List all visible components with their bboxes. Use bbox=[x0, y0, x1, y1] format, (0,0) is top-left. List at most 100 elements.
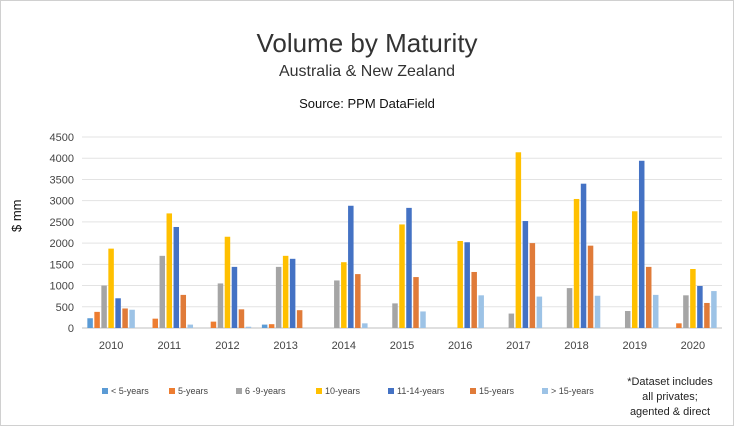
bar bbox=[676, 323, 682, 328]
legend-swatch bbox=[388, 388, 394, 394]
bar bbox=[122, 308, 128, 328]
y-tick-label: 500 bbox=[56, 302, 74, 314]
bar bbox=[275, 266, 282, 328]
bar bbox=[594, 295, 601, 328]
bar bbox=[690, 269, 696, 328]
legend-swatch bbox=[102, 388, 108, 394]
bar bbox=[420, 311, 426, 328]
bar bbox=[697, 285, 703, 328]
bar bbox=[217, 283, 224, 328]
legend-swatch bbox=[236, 388, 242, 394]
bar bbox=[261, 324, 268, 328]
bar bbox=[704, 302, 710, 328]
x-tick-label: 2011 bbox=[157, 340, 181, 352]
bar bbox=[210, 321, 217, 328]
footnote: *Dataset includes all privates; agented … bbox=[615, 375, 725, 420]
bar bbox=[152, 318, 159, 328]
legend-swatch bbox=[316, 388, 322, 394]
legend: < 5-years 5-years 6 -9-years 10-years 11-14-… bbox=[102, 386, 594, 396]
bar bbox=[508, 313, 515, 328]
y-tick-label: 3500 bbox=[50, 174, 74, 186]
bar bbox=[573, 198, 580, 328]
bar bbox=[406, 207, 412, 328]
y-tick-label: 2000 bbox=[50, 238, 74, 250]
footnote-line: *Dataset includes bbox=[627, 376, 713, 388]
x-tick-label: 2020 bbox=[681, 340, 705, 352]
bar bbox=[94, 311, 100, 328]
bar bbox=[238, 309, 245, 328]
bar bbox=[638, 160, 645, 328]
bar bbox=[566, 288, 573, 328]
bar bbox=[355, 274, 361, 328]
bar bbox=[231, 266, 238, 328]
x-tick-label: 2015 bbox=[390, 340, 414, 352]
x-tick-label: 2014 bbox=[332, 340, 356, 352]
y-tick-label: 4000 bbox=[50, 153, 74, 165]
chart-subtitle: Australia & New Zealand bbox=[278, 63, 456, 80]
bar bbox=[587, 245, 594, 328]
bar bbox=[631, 211, 638, 328]
footnote-line: all privates; bbox=[642, 391, 698, 403]
bar bbox=[87, 318, 93, 328]
bar bbox=[268, 324, 275, 328]
bar bbox=[101, 285, 107, 328]
bar bbox=[645, 266, 652, 328]
x-tick-label: 2010 bbox=[99, 340, 123, 352]
legend-label: 5-years bbox=[178, 386, 209, 396]
bar bbox=[392, 303, 398, 328]
y-tick-label: 4500 bbox=[50, 132, 74, 144]
bar bbox=[289, 258, 296, 328]
bar bbox=[683, 295, 689, 328]
legend-label: 6 -9-years bbox=[245, 386, 286, 396]
x-axis-ticks: 2010 2011 2012 2013 2014 2015 2016 2017 2018 2019… bbox=[99, 340, 705, 352]
x-tick-label: 2013 bbox=[273, 340, 297, 352]
bar bbox=[515, 152, 522, 328]
x-tick-label: 2018 bbox=[564, 340, 588, 352]
bar bbox=[624, 311, 631, 328]
legend-label: < 5-years bbox=[111, 386, 149, 396]
bar bbox=[457, 240, 463, 328]
legend-label: > 15-years bbox=[551, 386, 594, 396]
legend-swatch bbox=[169, 388, 175, 394]
bar bbox=[159, 255, 166, 328]
chart-source: Source: PPM DataField bbox=[299, 96, 435, 111]
bar bbox=[580, 183, 587, 328]
bar bbox=[115, 298, 121, 328]
bar bbox=[224, 236, 231, 328]
legend-label: 15-years bbox=[479, 386, 515, 396]
y-tick-label: 1000 bbox=[50, 281, 74, 293]
chart-title: Volume by Maturity bbox=[256, 28, 478, 58]
bar bbox=[711, 291, 717, 328]
legend-swatch bbox=[470, 388, 476, 394]
legend-label: 11-14-years bbox=[397, 386, 445, 396]
bar bbox=[522, 221, 529, 328]
bar bbox=[529, 243, 536, 328]
bar bbox=[413, 277, 419, 328]
bars bbox=[87, 152, 717, 328]
legend-label: 10-years bbox=[325, 386, 361, 396]
bar bbox=[536, 296, 543, 328]
bar bbox=[362, 323, 368, 328]
bar bbox=[652, 294, 659, 328]
bar bbox=[471, 271, 477, 328]
x-tick-label: 2012 bbox=[215, 340, 239, 352]
bar bbox=[296, 310, 303, 328]
bar bbox=[129, 309, 135, 328]
bar bbox=[348, 205, 354, 328]
bar bbox=[245, 326, 252, 328]
bar bbox=[478, 295, 484, 328]
bar bbox=[399, 224, 405, 328]
y-tick-label: 0 bbox=[68, 323, 74, 335]
bar bbox=[341, 262, 347, 328]
y-tick-label: 2500 bbox=[50, 217, 74, 229]
bar bbox=[108, 248, 114, 328]
x-tick-label: 2016 bbox=[448, 340, 472, 352]
bar bbox=[180, 294, 187, 328]
footnote-line: agented & direct bbox=[629, 406, 711, 418]
y-tick-label: 3000 bbox=[50, 196, 74, 208]
y-axis-ticks: 0 500 1000 1500 2000 2500 3000 3500 4000 4500 bbox=[50, 132, 74, 335]
x-tick-label: 2019 bbox=[622, 340, 646, 352]
bar bbox=[187, 324, 194, 328]
